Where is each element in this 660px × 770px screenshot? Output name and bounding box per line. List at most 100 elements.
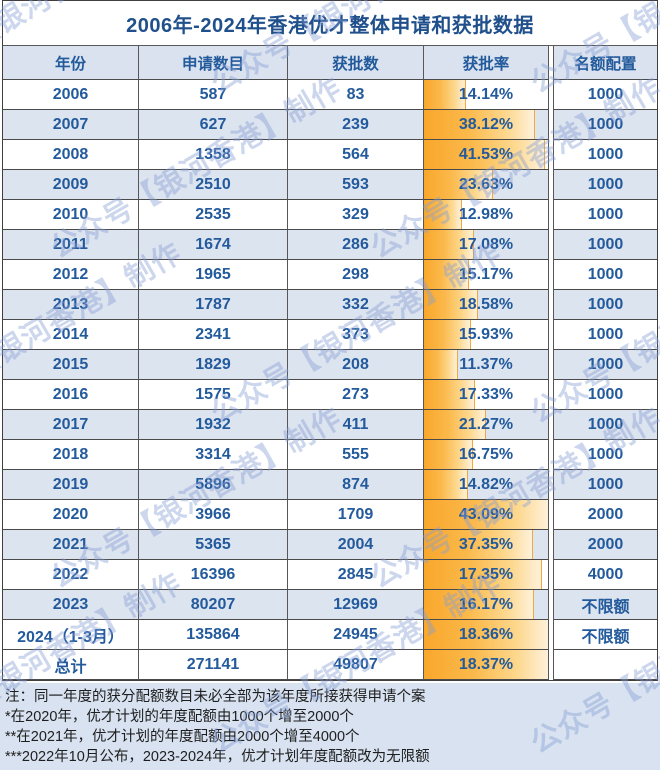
cell-rate: 15.93% xyxy=(424,320,549,350)
approval-rate-bar xyxy=(424,470,468,499)
column-spacer xyxy=(549,46,554,80)
approval-rate-bar xyxy=(424,530,533,559)
cell-quota: 1000 xyxy=(554,380,657,410)
cell-rate: 14.82% xyxy=(424,470,549,500)
approval-rate-bar xyxy=(424,350,458,379)
rate-value: 16.75% xyxy=(458,445,514,463)
cell-year: 2013 xyxy=(3,290,139,320)
cell-year: 2018 xyxy=(3,440,139,470)
rate-value: 15.93% xyxy=(458,325,514,343)
cell-approvals: 332 xyxy=(288,290,424,320)
rate-value: 37.35% xyxy=(458,535,514,553)
cell-quota: 1000 xyxy=(554,410,657,440)
cell-quota: 2000 xyxy=(554,530,657,560)
rate-value: 18.36% xyxy=(458,625,514,643)
talent-data-table: 2006年-2024年香港优才整体申请和获批数据 年份 申请数目 获批数 获批率 名额配… xyxy=(2,0,658,681)
page-title: 2006年-2024年香港优才整体申请和获批数据 xyxy=(3,1,657,46)
cell-applications: 2341 xyxy=(139,320,288,350)
cell-year: 2019 xyxy=(3,470,139,500)
cell-rate: 11.37% xyxy=(424,350,549,380)
cell-approvals: 564 xyxy=(288,140,424,170)
cell-applications: 1932 xyxy=(139,410,288,440)
column-header: 年份 xyxy=(3,46,139,80)
rate-value: 17.33% xyxy=(458,385,514,403)
approval-rate-bar xyxy=(424,440,474,469)
cell-year: 2021 xyxy=(3,530,139,560)
rate-value: 23.63% xyxy=(458,175,514,193)
cell-quota: 1000 xyxy=(554,140,657,170)
cell-applications: 80207 xyxy=(139,590,288,620)
cell-approvals: 411 xyxy=(288,410,424,440)
cell-applications: 2510 xyxy=(139,170,288,200)
col-spacer xyxy=(549,230,554,260)
cell-rate: 18.37% xyxy=(424,650,549,680)
cell-quota: 1000 xyxy=(554,170,657,200)
cell-quota: 4000 xyxy=(554,560,657,590)
cell-quota: 1000 xyxy=(554,200,657,230)
cell-quota: 1000 xyxy=(554,110,657,140)
rate-value: 21.27% xyxy=(458,415,514,433)
approval-rate-bar xyxy=(424,290,479,319)
cell-approvals: 1709 xyxy=(288,500,424,530)
cell-year: 2010 xyxy=(3,200,139,230)
cell-year: 2022 xyxy=(3,560,139,590)
cell-approvals: 49807 xyxy=(288,650,424,680)
cell-quota: 1000 xyxy=(554,440,657,470)
rate-value: 16.17% xyxy=(458,595,514,613)
cell-applications: 5896 xyxy=(139,470,288,500)
cell-quota: 1000 xyxy=(554,290,657,320)
approval-rate-bar xyxy=(424,260,469,289)
cell-quota: 1000 xyxy=(554,80,657,110)
cell-quota xyxy=(554,650,657,680)
col-spacer xyxy=(549,170,554,200)
cell-approvals: 329 xyxy=(288,200,424,230)
cell-applications: 1965 xyxy=(139,260,288,290)
col-spacer xyxy=(549,440,554,470)
rate-value: 12.98% xyxy=(458,205,514,223)
note-line: 注：同一年度的获分配额数目未必全部为该年度所接获得申请个案 xyxy=(5,689,426,705)
col-spacer xyxy=(549,410,554,440)
rate-value: 14.82% xyxy=(458,475,514,493)
cell-rate: 15.17% xyxy=(424,260,549,290)
cell-quota: 1000 xyxy=(554,260,657,290)
notes-section: 注：同一年度的获分配额数目未必全部为该年度所接获得申请个案 *在2020年，优才… xyxy=(0,683,660,770)
cell-approvals: 2845 xyxy=(288,560,424,590)
cell-year: 2023 xyxy=(3,590,139,620)
cell-year: 2015 xyxy=(3,350,139,380)
cell-quota: 不限额 xyxy=(554,590,657,620)
approval-rate-bar xyxy=(424,230,475,259)
cell-applications: 271141 xyxy=(139,650,288,680)
cell-quota: 1000 xyxy=(554,230,657,260)
note-line: ***2022年10月公布，2023-2024年，优才计划年度配额改为无限额 xyxy=(5,749,430,765)
rate-value: 17.35% xyxy=(458,565,514,583)
col-spacer xyxy=(549,560,554,590)
cell-rate: 16.75% xyxy=(424,440,549,470)
cell-quota: 1000 xyxy=(554,470,657,500)
cell-quota: 2000 xyxy=(554,500,657,530)
col-spacer xyxy=(549,380,554,410)
cell-rate: 17.33% xyxy=(424,380,549,410)
note-line: **在2021年，优才计划的年度配额由2000个增至4000个 xyxy=(5,729,360,745)
cell-applications: 16396 xyxy=(139,560,288,590)
cell-year: 2007 xyxy=(3,110,139,140)
cell-rate: 43.09% xyxy=(424,500,549,530)
cell-rate: 18.36% xyxy=(424,620,549,650)
rate-value: 14.14% xyxy=(458,85,514,103)
cell-applications: 3966 xyxy=(139,500,288,530)
col-spacer xyxy=(549,140,554,170)
cell-approvals: 555 xyxy=(288,440,424,470)
cell-approvals: 874 xyxy=(288,470,424,500)
col-spacer xyxy=(549,110,554,140)
approval-rate-bar xyxy=(424,410,487,439)
cell-approvals: 24945 xyxy=(288,620,424,650)
cell-rate: 16.17% xyxy=(424,590,549,620)
col-spacer xyxy=(549,500,554,530)
col-spacer xyxy=(549,590,554,620)
approval-rate-bar xyxy=(424,170,493,199)
col-spacer xyxy=(549,530,554,560)
approval-rate-bar xyxy=(424,110,535,139)
rate-value: 18.37% xyxy=(458,655,514,673)
cell-applications: 627 xyxy=(139,110,288,140)
col-spacer xyxy=(549,200,554,230)
